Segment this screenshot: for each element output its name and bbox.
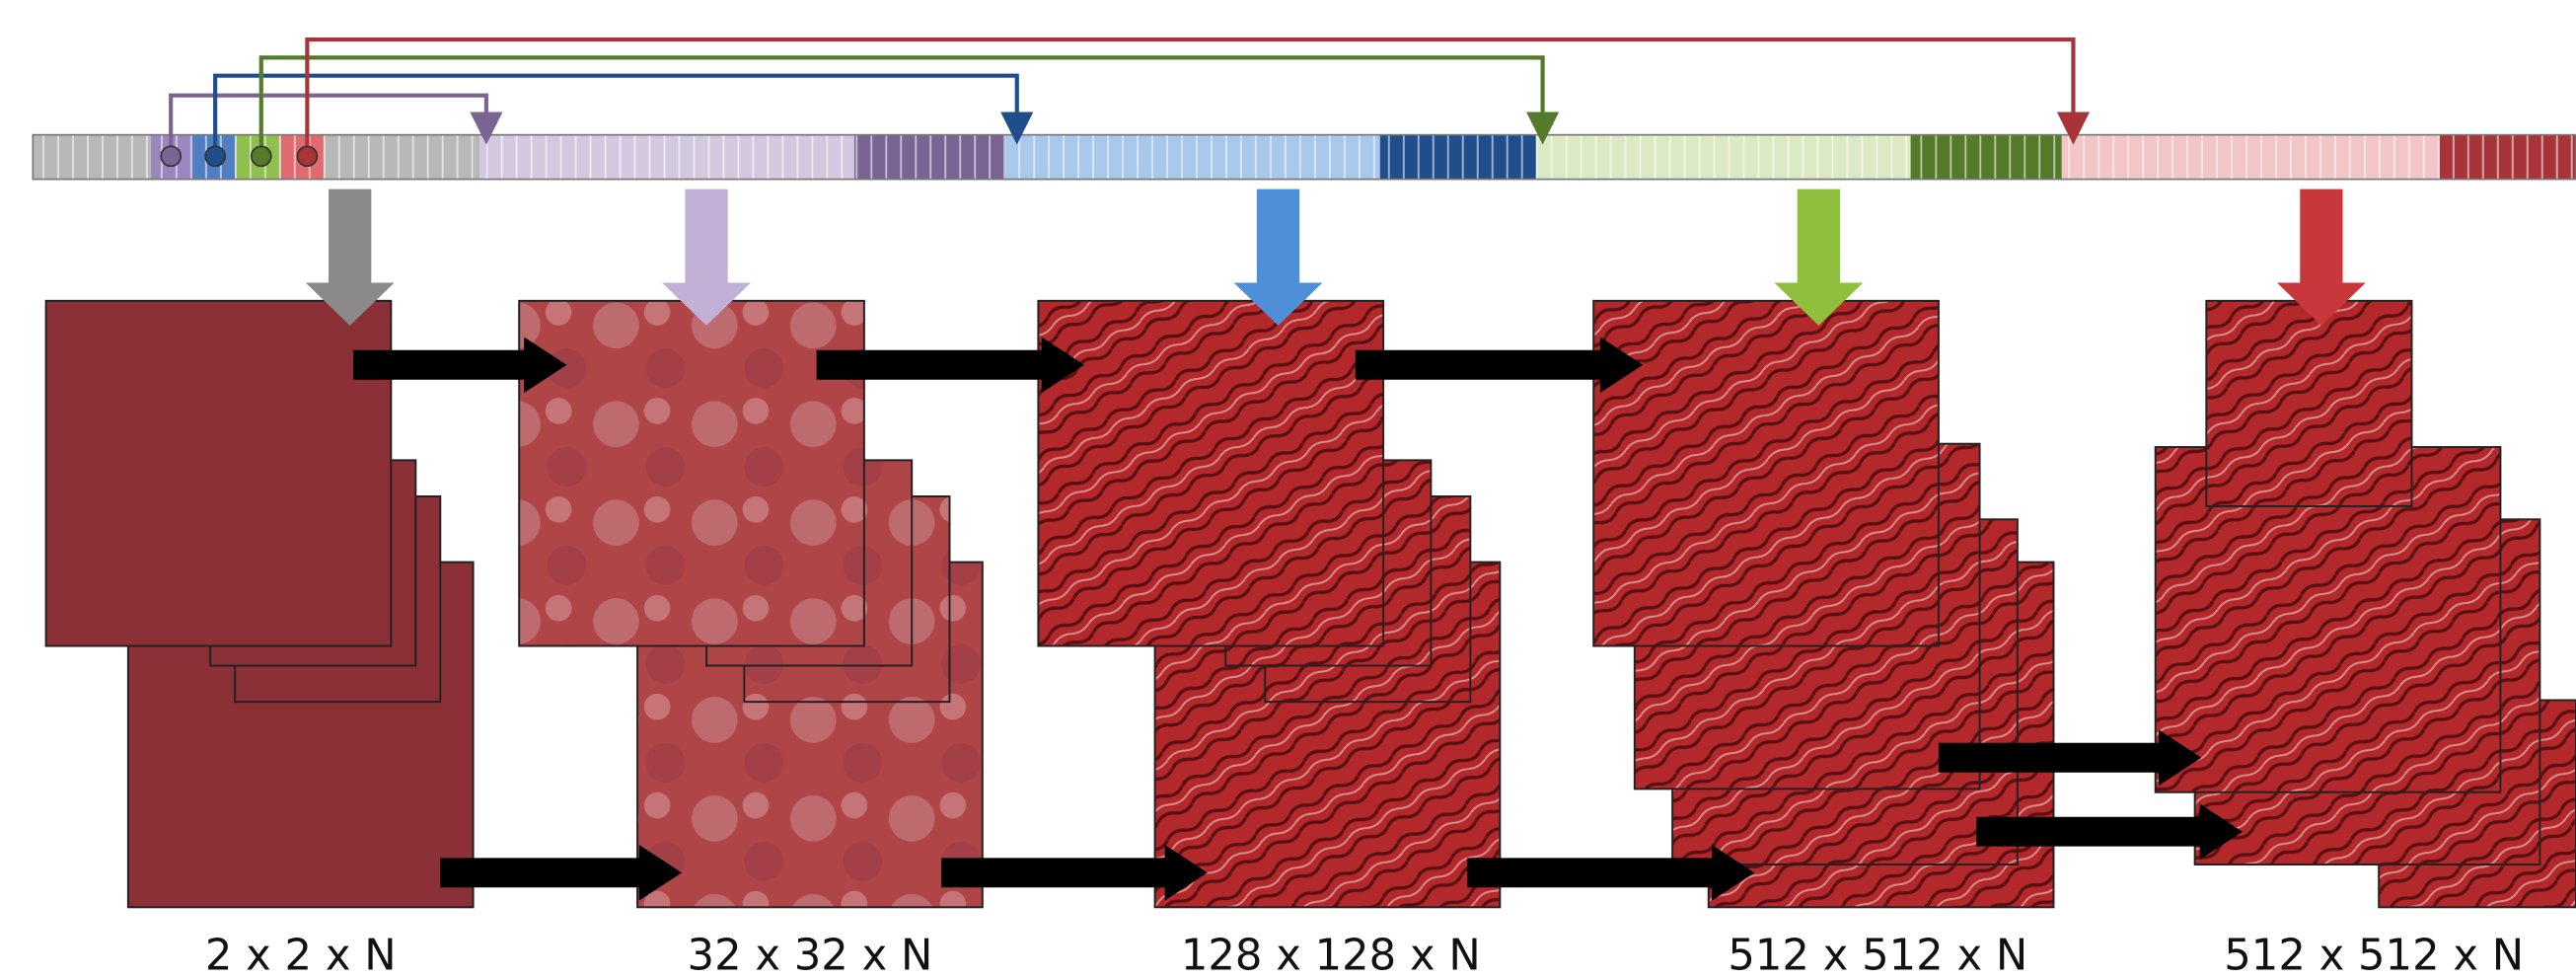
diagram: 2 x 2 x N 32 x 32 x N 128 x 128 x N 512 …: [0, 0, 2576, 978]
labels: 2 x 2 x N 32 x 32 x N 128 x 128 x N 512 …: [205, 932, 2524, 978]
connector-dot: [161, 146, 181, 166]
feature-map: [2206, 301, 2411, 506]
bar-cells: [33, 135, 2576, 180]
stage-label: 128 x 128 x N: [1181, 932, 1481, 978]
feature-maps: [46, 189, 2576, 908]
connector-dot: [297, 146, 317, 166]
stage-label: 512 x 512 x N: [1728, 932, 2027, 978]
code-bar: [33, 135, 2576, 180]
stage-label: 32 x 32 x N: [688, 932, 933, 978]
stage-label: 2 x 2 x N: [205, 932, 397, 978]
feature-map: [46, 301, 392, 646]
feature-map: [1038, 301, 1383, 646]
connector-dot: [252, 146, 271, 166]
feature-map: [1593, 301, 1939, 646]
connector-dot: [205, 146, 225, 166]
stage-label: 512 x 512 x N: [2224, 932, 2524, 978]
feature-map: [519, 301, 864, 646]
flow-arrow: [440, 845, 682, 901]
